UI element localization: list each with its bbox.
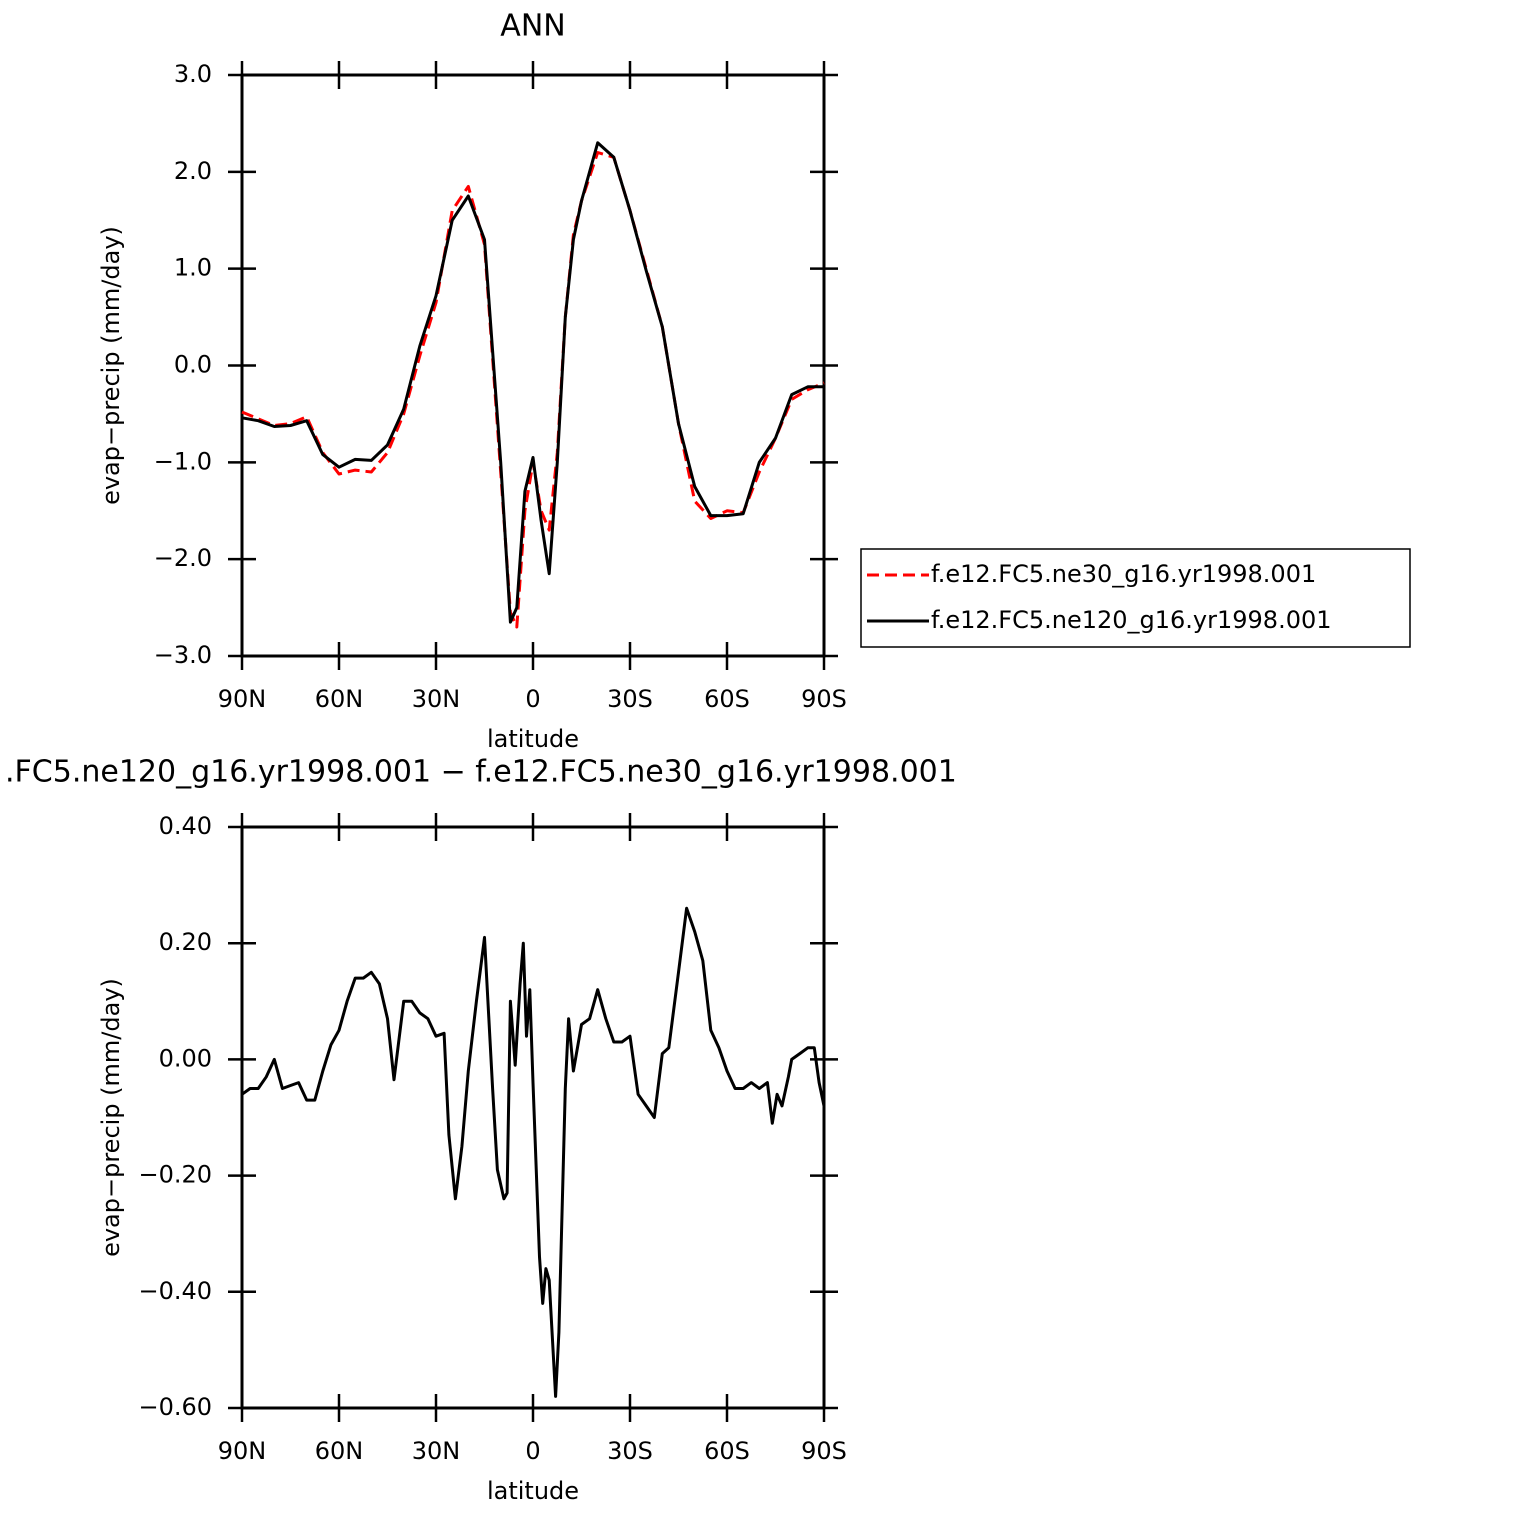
x-tick-label: 60S bbox=[704, 1437, 750, 1465]
legend-label: f.e12.FC5.ne120_g16.yr1998.001 bbox=[931, 606, 1332, 634]
x-tick-label: 90S bbox=[801, 685, 847, 713]
legend-label: f.e12.FC5.ne30_g16.yr1998.001 bbox=[931, 560, 1316, 588]
x-tick-label: 0 bbox=[525, 685, 540, 713]
y-tick-label: −1.0 bbox=[154, 447, 212, 475]
x-tick-label: 60N bbox=[315, 1437, 364, 1465]
chart-title: ANN bbox=[500, 9, 565, 44]
plot-frame bbox=[240, 73, 826, 658]
data-line bbox=[241, 141, 824, 624]
y-axis-label: evap−precip (mm/day) bbox=[97, 978, 125, 1257]
x-tick-label: 0 bbox=[525, 1437, 540, 1465]
x-tick-label: 30S bbox=[607, 1437, 653, 1465]
y-tick-label: 0.00 bbox=[159, 1044, 212, 1072]
x-tick-label: 90N bbox=[218, 685, 267, 713]
y-tick-label: 0.20 bbox=[159, 928, 212, 956]
legend-box bbox=[860, 548, 1411, 648]
y-tick-label: −0.40 bbox=[138, 1277, 212, 1305]
chart-title: .FC5.ne120_g16.yr1998.001 − f.e12.FC5.ne… bbox=[5, 755, 957, 790]
x-axis-label: latitude bbox=[487, 1477, 579, 1505]
x-tick-label: 60N bbox=[315, 685, 364, 713]
x-tick-label: 90S bbox=[801, 1437, 847, 1465]
y-tick-label: 1.0 bbox=[174, 254, 212, 282]
y-axis-label: evap−precip (mm/day) bbox=[97, 226, 125, 505]
data-line bbox=[241, 151, 825, 629]
y-tick-label: 0.0 bbox=[174, 351, 212, 379]
x-tick-label: 30N bbox=[412, 685, 461, 713]
x-tick-label: 30N bbox=[412, 1437, 461, 1465]
y-tick-label: −3.0 bbox=[154, 641, 212, 669]
y-tick-label: 2.0 bbox=[174, 157, 212, 185]
y-tick-label: 0.40 bbox=[159, 812, 212, 840]
data-line bbox=[241, 906, 826, 1398]
x-tick-label: 60S bbox=[704, 685, 750, 713]
x-tick-label: 30S bbox=[607, 685, 653, 713]
y-tick-label: −0.20 bbox=[138, 1161, 212, 1189]
y-tick-label: 3.0 bbox=[174, 60, 212, 88]
y-tick-label: −0.60 bbox=[138, 1393, 212, 1421]
y-tick-label: −2.0 bbox=[154, 544, 212, 572]
x-axis-label: latitude bbox=[487, 725, 579, 753]
x-tick-label: 90N bbox=[218, 1437, 267, 1465]
